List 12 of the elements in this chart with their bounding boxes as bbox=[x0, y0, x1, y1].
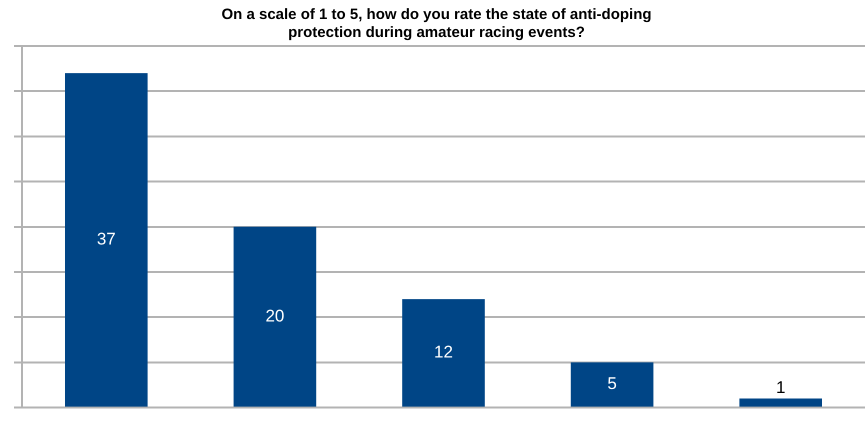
bar bbox=[64, 73, 148, 407]
data-label: 1 bbox=[776, 378, 786, 398]
text: protection during amateur racing events? bbox=[288, 24, 585, 42]
bar bbox=[739, 398, 822, 407]
bar bbox=[402, 299, 485, 407]
data-label: 5 bbox=[607, 374, 617, 394]
data-label: 20 bbox=[265, 306, 284, 326]
data-label: 12 bbox=[434, 342, 453, 362]
bar bbox=[234, 226, 316, 407]
data-label: 37 bbox=[96, 230, 116, 249]
text: On a scale of 1 to 5, how do you rate the state of anti-doping bbox=[221, 6, 652, 24]
bar bbox=[570, 362, 654, 407]
